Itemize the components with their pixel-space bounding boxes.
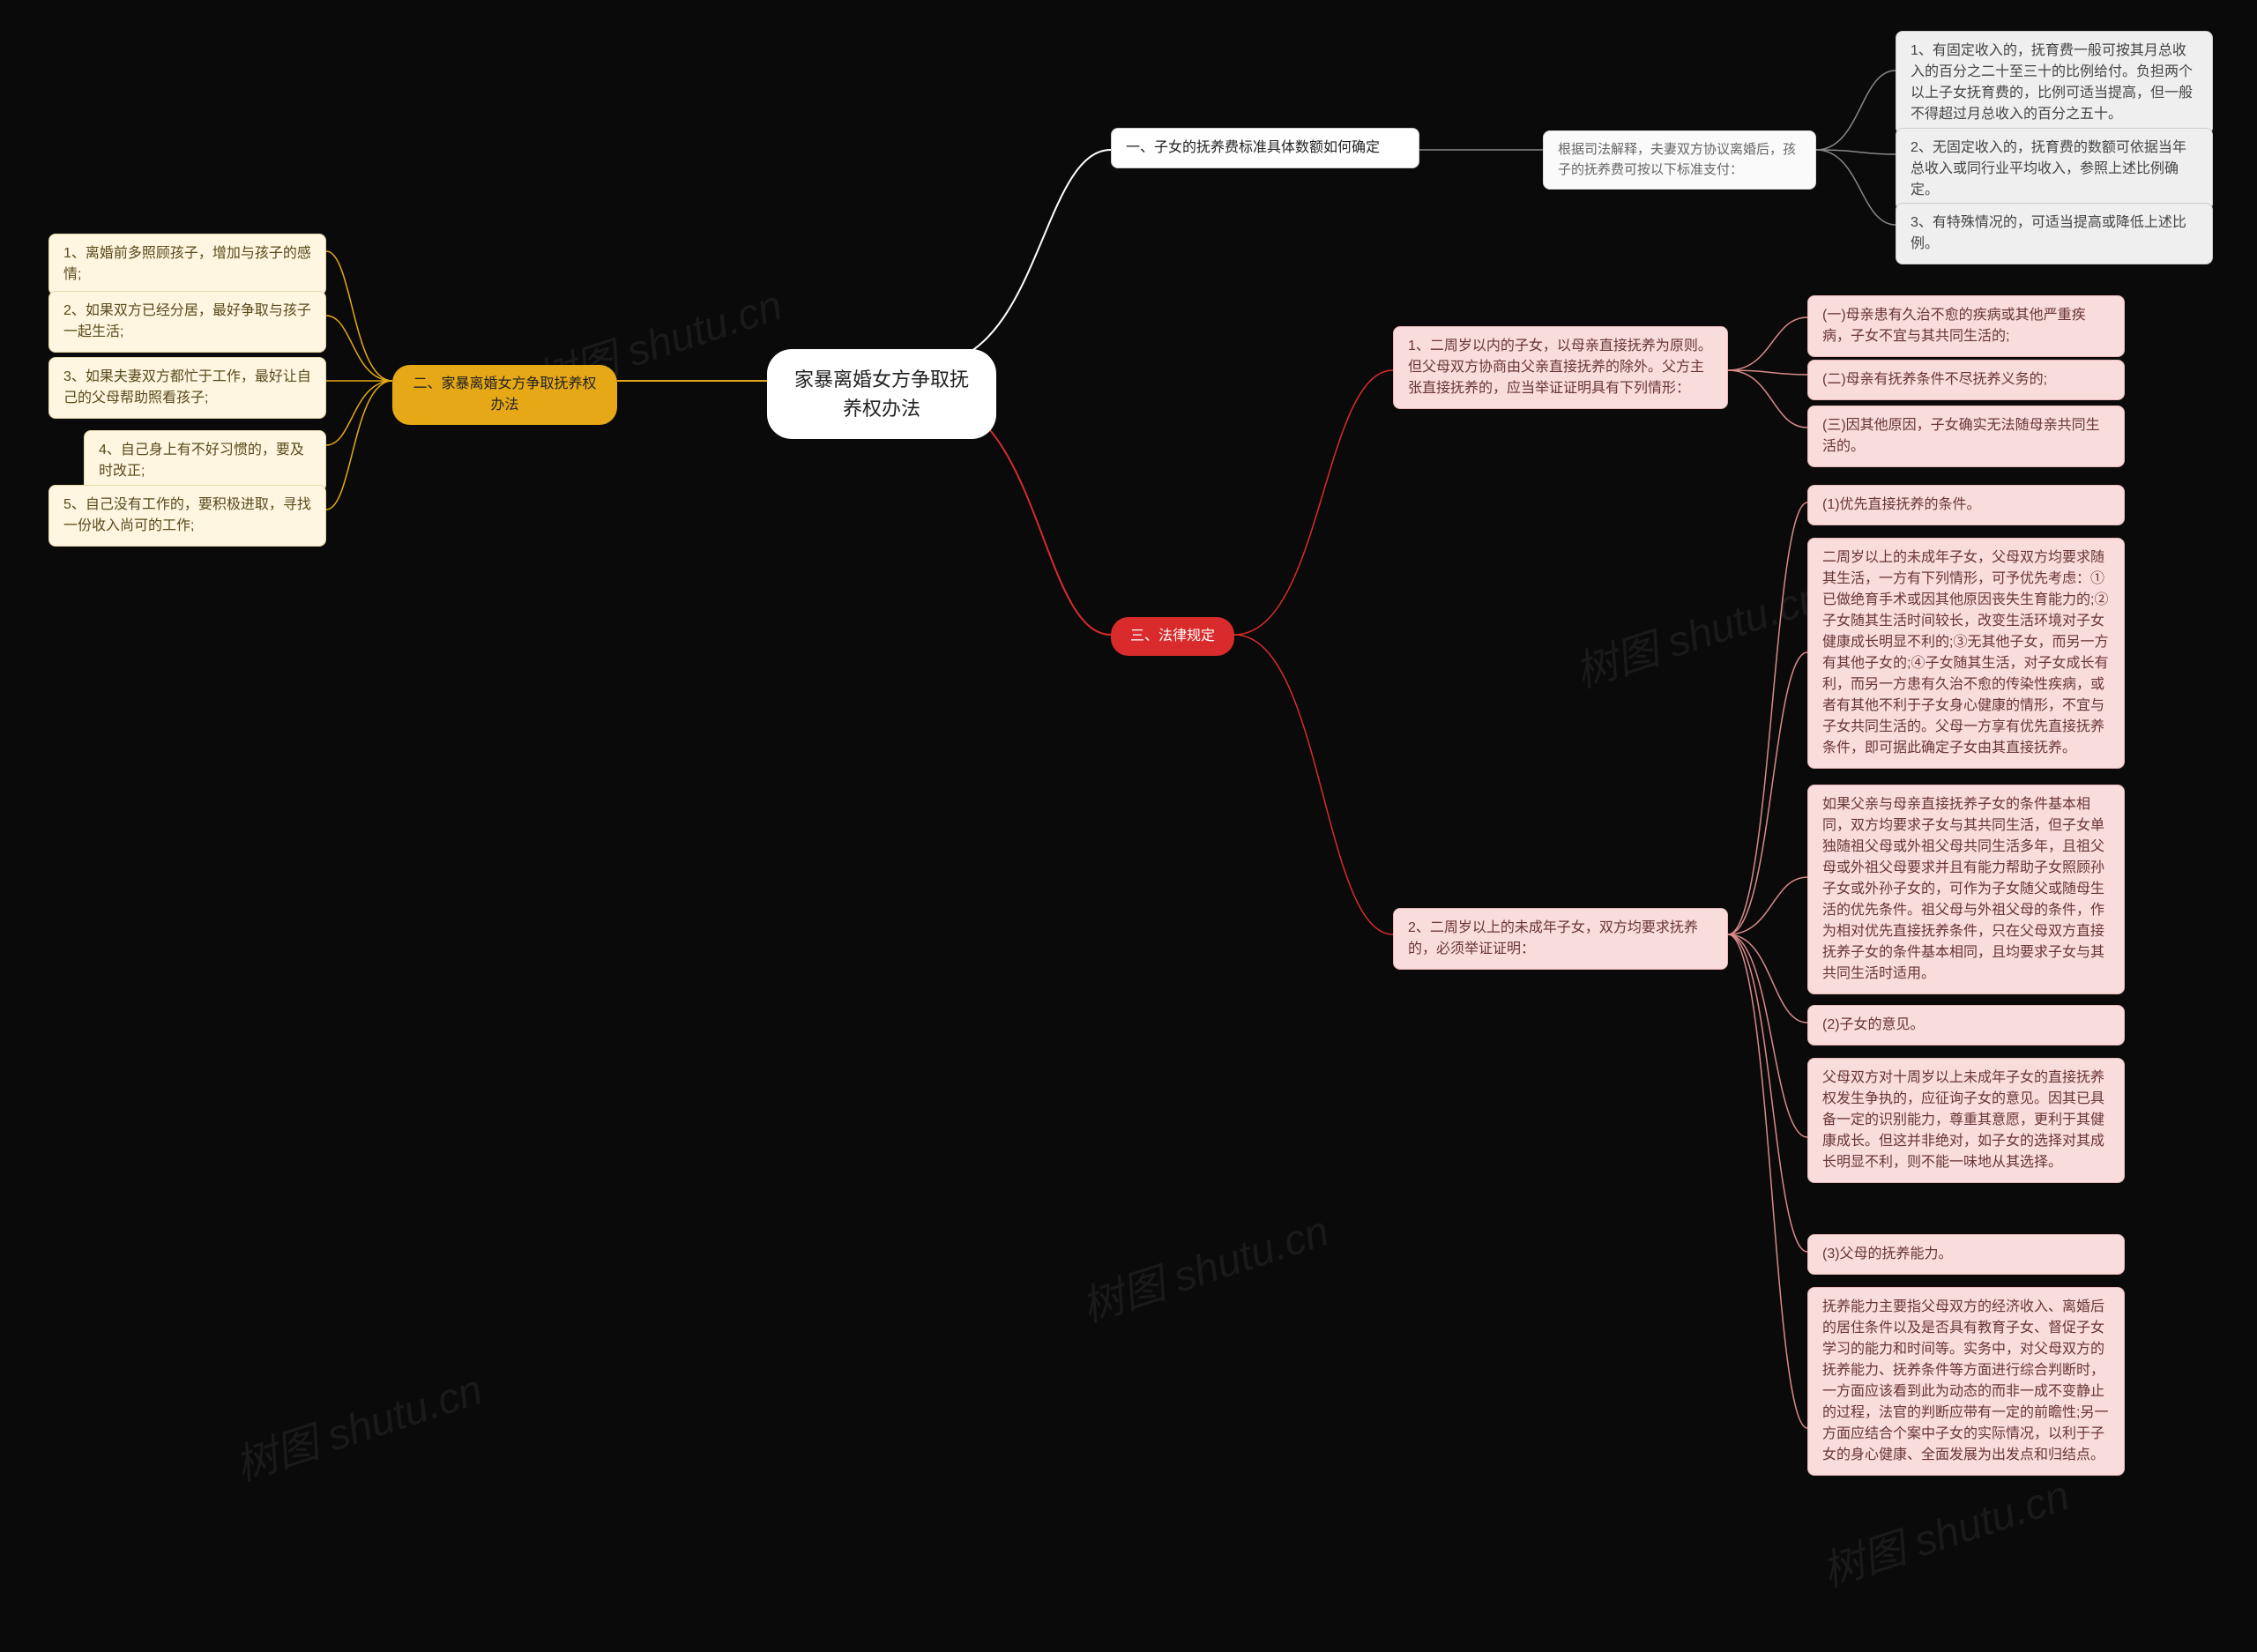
branch3-g2-leaf-7[interactable]: 抚养能力主要指父母双方的经济收入、离婚后的居住条件以及是否具有教育子女、督促子女… — [1807, 1287, 2125, 1476]
branch2-leaf-4[interactable]: 4、自己身上有不好习惯的，要及时改正; — [84, 430, 326, 492]
branch3-g2-heading[interactable]: 2、二周岁以上的未成年子女，双方均要求抚养的，必须举证证明： — [1393, 908, 1728, 970]
branch2-leaf-3[interactable]: 3、如果夫妻双方都忙于工作，最好让自己的父母帮助照看孩子; — [48, 357, 326, 419]
branch3-g1-leaf-3[interactable]: (三)因其他原因，子女确实无法随母亲共同生活的。 — [1807, 406, 2125, 467]
watermark: 树图 shutu.cn — [1566, 562, 1829, 699]
branch3-node[interactable]: 三、法律规定 — [1111, 617, 1234, 656]
branch3-g2-leaf-4[interactable]: (2)子女的意见。 — [1807, 1005, 2125, 1046]
watermark: 树图 shutu.cn — [226, 1355, 488, 1492]
branch2-leaf-1[interactable]: 1、离婚前多照顾孩子，增加与孩子的感情; — [48, 234, 326, 295]
branch1-leaf-1[interactable]: 1、有固定收入的，抚育费一般可按其月总收入的百分之二十至三十的比例给付。负担两个… — [1896, 31, 2213, 135]
branch1-sub[interactable]: 根据司法解释，夫妻双方协议离婚后，孩子的抚养费可按以下标准支付： — [1543, 130, 1816, 190]
branch2-leaf-5[interactable]: 5、自己没有工作的，要积极进取，寻找一份收入尚可的工作; — [48, 485, 326, 547]
branch3-g2-leaf-5[interactable]: 父母双方对十周岁以上未成年子女的直接抚养权发生争执的，应征询子女的意见。因其已具… — [1807, 1058, 2125, 1183]
branch2-leaf-2[interactable]: 2、如果双方已经分居，最好争取与孩子一起生活; — [48, 291, 326, 353]
branch3-g1-leaf-1[interactable]: (一)母亲患有久治不愈的疾病或其他严重疾病，子女不宜与其共同生活的; — [1807, 295, 2125, 357]
branch2-node[interactable]: 二、家暴离婚女方争取抚养权办法 — [392, 365, 617, 425]
root-node[interactable]: 家暴离婚女方争取抚养权办法 — [767, 349, 996, 439]
branch1-leaf-3[interactable]: 3、有特殊情况的，可适当提高或降低上述比例。 — [1896, 203, 2213, 264]
branch3-g2-leaf-1[interactable]: (1)优先直接抚养的条件。 — [1807, 485, 2125, 525]
branch3-g1-leaf-2[interactable]: (二)母亲有抚养条件不尽抚养义务的; — [1807, 360, 2125, 400]
branch1-node[interactable]: 一、子女的抚养费标准具体数额如何确定 — [1111, 128, 1419, 168]
branch3-g2-leaf-6[interactable]: (3)父母的抚养能力。 — [1807, 1234, 2125, 1275]
branch1-leaf-2[interactable]: 2、无固定收入的，抚育费的数额可依据当年总收入或同行业平均收入，参照上述比例确定… — [1896, 128, 2213, 211]
branch3-g2-leaf-3[interactable]: 如果父亲与母亲直接抚养子女的条件基本相同，双方均要求子女与其共同生活，但子女单独… — [1807, 785, 2125, 994]
watermark: 树图 shutu.cn — [1072, 1196, 1335, 1334]
watermark: 树图 shutu.cn — [1813, 1461, 2075, 1598]
branch3-g1-heading[interactable]: 1、二周岁以内的子女，以母亲直接抚养为原则。但父母双方协商由父亲直接抚养的除外。… — [1393, 326, 1728, 409]
branch3-g2-leaf-2[interactable]: 二周岁以上的未成年子女，父母双方均要求随其生活，一方有下列情形，可予优先考虑：①… — [1807, 538, 2125, 769]
